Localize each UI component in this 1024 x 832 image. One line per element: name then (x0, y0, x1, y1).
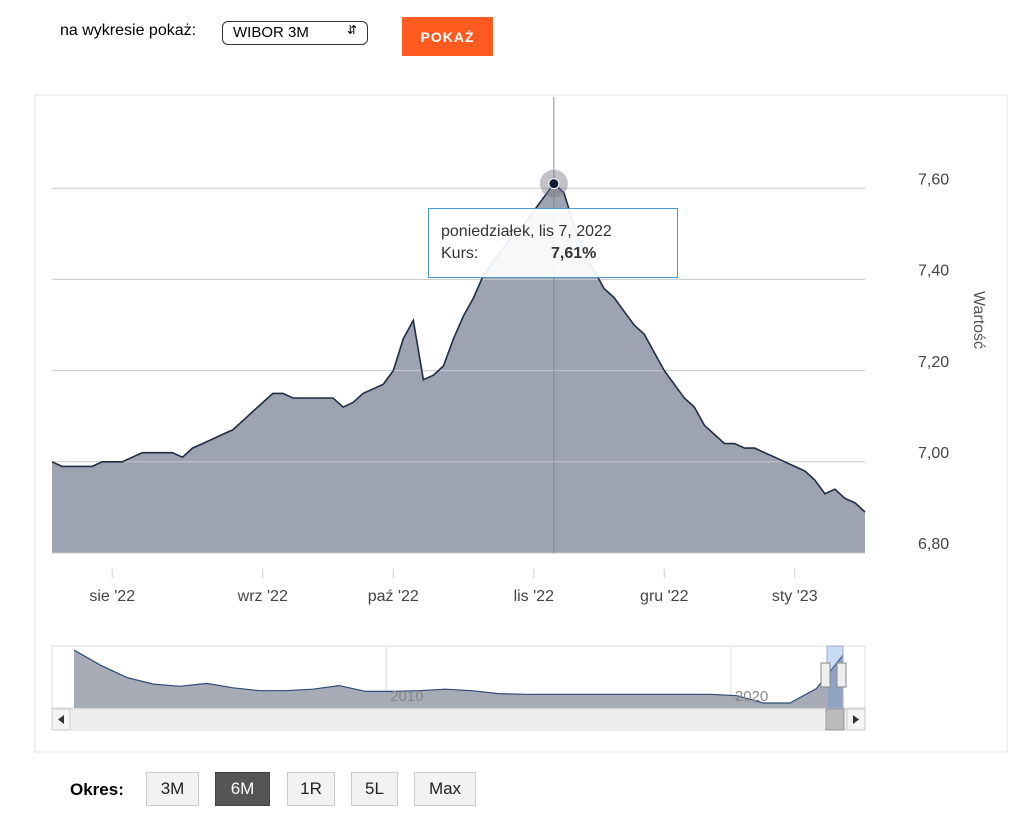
tooltip: poniedziałek, lis 7, 2022 Kurs: 7,61% (428, 208, 678, 278)
range-button[interactable]: 6M (215, 772, 270, 806)
scrollbar-thumb (825, 708, 845, 731)
show-button[interactable]: POKAŻ (402, 17, 493, 56)
y-tick-label: 7,60 (918, 171, 949, 188)
navigator-label: 2020 (735, 688, 768, 705)
navigator-label: 2010 (390, 688, 423, 705)
select-value: WIBOR 3M (233, 24, 309, 41)
navigator-line (73, 649, 844, 704)
scrollbar-left-arrow (58, 715, 64, 724)
plot: 6,80 7,00 7,20 7,40 7,60 sie '22 wrz '22 paź '2… (51, 97, 949, 731)
scrollbar-track (51, 708, 866, 731)
hover-point (548, 178, 560, 190)
y-tick-label: 7,20 (918, 354, 949, 371)
range-button[interactable]: 3M (146, 772, 199, 806)
range-button[interactable]: Max (414, 772, 476, 806)
range-button[interactable]: 1R (287, 772, 335, 806)
select-label: na wykresie pokaż: (60, 22, 197, 39)
range-button[interactable]: 5L (351, 772, 398, 806)
navigator-area (74, 650, 843, 708)
range-label: Okres: (70, 780, 124, 799)
y-tick-label: 7,00 (918, 445, 949, 462)
y-tick-label: 6,80 (918, 536, 949, 553)
x-tick-label: wrz '22 (237, 588, 288, 605)
x-tick-label: sty '23 (772, 588, 818, 605)
y-axis-title: Wartość (970, 291, 987, 349)
navigator-handle (836, 662, 847, 688)
area-line (51, 182, 866, 513)
area-fill (52, 183, 865, 553)
tooltip-title: poniedziałek, lis 7, 2022 (441, 223, 612, 240)
x-tick-label: gru '22 (640, 588, 689, 605)
x-tick-label: sie '22 (89, 588, 135, 605)
select-arrows: ⇵ (346, 23, 357, 37)
series-select[interactable]: WIBOR 3M ⇵ (222, 21, 368, 45)
scrollbar-right-arrow (853, 715, 859, 724)
x-tick-label: lis '22 (514, 588, 555, 605)
y-tick-label: 7,40 (918, 263, 949, 280)
navigator-handle (820, 662, 831, 688)
tooltip-value: 7,61% (551, 245, 597, 262)
x-tick-label: paź '22 (368, 588, 419, 605)
tooltip-series: Kurs: (441, 245, 479, 262)
